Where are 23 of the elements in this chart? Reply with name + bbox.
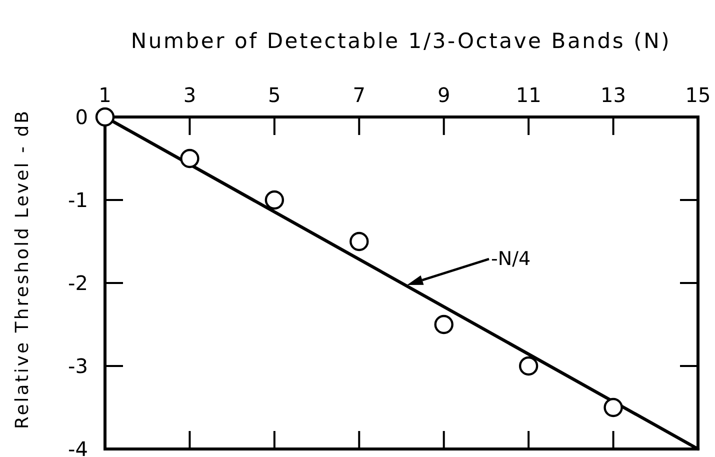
x-tick-label: 5: [268, 83, 281, 107]
point: [180, 148, 200, 168]
y-tick-label: -3: [68, 354, 88, 378]
x-tick-label: 9: [437, 83, 450, 107]
point: [95, 107, 115, 127]
y-tick-label: -2: [68, 271, 88, 295]
y-tick-label: 0: [75, 105, 88, 129]
point: [518, 356, 538, 376]
point: [264, 190, 284, 210]
point: [604, 398, 623, 418]
x-tick-label: 1: [98, 83, 112, 107]
x-tick-label: 13: [600, 83, 626, 107]
annotation: -N/4: [491, 248, 531, 270]
point: [350, 232, 369, 252]
y-axis-title: Relative Threshold Level - dB: [12, 109, 33, 429]
x-tick-label: 3: [183, 83, 196, 107]
point: [434, 314, 454, 334]
x-tick-label: 11: [516, 83, 542, 107]
x-axis-title: Number of Detectable 1/3-Octave Bands (N): [130, 29, 672, 53]
y-tick-label: -4: [68, 437, 88, 457]
y-tick-label: -1: [68, 188, 88, 212]
x-tick-label: 7: [352, 83, 366, 107]
x-tick-label: 15: [685, 83, 711, 107]
